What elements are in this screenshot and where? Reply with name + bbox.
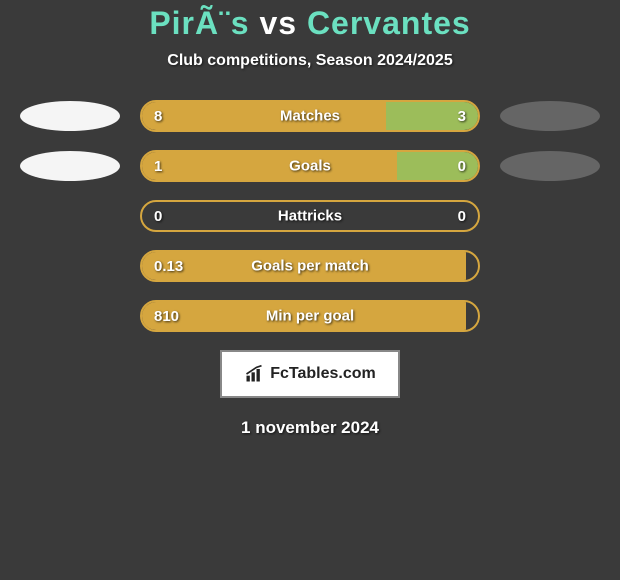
player2-name: Cervantes [307, 5, 471, 41]
stat-bar: 8 3 Matches [140, 100, 480, 132]
left-value: 0.13 [154, 258, 183, 275]
right-value: 0 [458, 158, 466, 175]
source-badge[interactable]: FcTables.com [220, 350, 400, 398]
date-label: 1 november 2024 [0, 418, 620, 438]
stat-row: 8 3 Matches [0, 100, 620, 132]
stat-row: 00Hattricks [0, 200, 620, 232]
badge-wrap: FcTables.com [0, 350, 620, 398]
badge-text: FcTables.com [270, 365, 376, 383]
player1-name: PirÃ¨s [149, 5, 249, 41]
subtitle: Club competitions, Season 2024/2025 [0, 52, 620, 70]
left-value: 1 [154, 158, 162, 175]
stat-bar: 810 Min per goal [140, 300, 480, 332]
stat-bar: 1 0 Goals [140, 150, 480, 182]
chart-icon [244, 364, 264, 384]
bars-container: 83Matches10Goals00Hattricks0.13Goals per… [0, 100, 620, 332]
bar-fill-right: 3 [386, 102, 478, 130]
bar-fill-left: 8 [142, 102, 386, 130]
spacer [500, 251, 600, 281]
page-title: PirÃ¨s vs Cervantes [0, 5, 620, 42]
bar-fill-left: 1 [142, 152, 397, 180]
bar-label: Hattricks [278, 208, 342, 225]
player2-marker [500, 151, 600, 181]
bar-label: Matches [280, 108, 340, 125]
player2-marker [500, 101, 600, 131]
right-value: 3 [458, 108, 466, 125]
spacer [500, 201, 600, 231]
left-value: 8 [154, 108, 162, 125]
bar-label: Goals [289, 158, 331, 175]
player1-marker [20, 101, 120, 131]
bar-fill-right: 0 [397, 152, 478, 180]
bar-label: Goals per match [251, 258, 369, 275]
bar-fill-right [466, 302, 478, 330]
stats-card: PirÃ¨s vs Cervantes Club competitions, S… [0, 0, 620, 580]
spacer [500, 301, 600, 331]
bar-fill-right [466, 252, 478, 280]
player1-marker [20, 151, 120, 181]
bar-label: Min per goal [266, 308, 354, 325]
bar-fill-right: 0 [466, 202, 478, 230]
spacer [20, 301, 120, 331]
stat-bar: 00Hattricks [140, 200, 480, 232]
stat-row: 0.13 Goals per match [0, 250, 620, 282]
stat-row: 810 Min per goal [0, 300, 620, 332]
stat-bar: 0.13 Goals per match [140, 250, 480, 282]
spacer [20, 251, 120, 281]
left-value: 810 [154, 308, 179, 325]
right-value: 0 [458, 208, 466, 225]
spacer [20, 201, 120, 231]
left-value: 0 [154, 208, 162, 225]
stat-row: 1 0 Goals [0, 150, 620, 182]
vs-text: vs [250, 5, 307, 41]
